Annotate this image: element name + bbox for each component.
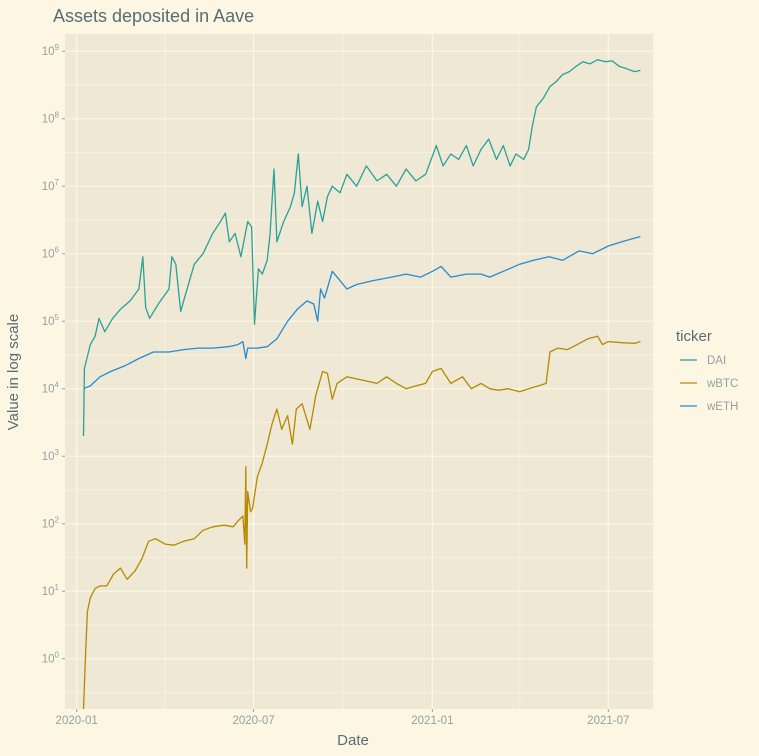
x-tick-label: 2021-01 <box>411 715 453 727</box>
series-layer <box>82 59 641 710</box>
y-tick-label: 107 <box>42 178 60 193</box>
legend: ticker DAI wBTC wETH <box>676 328 738 413</box>
legend-title: ticker <box>676 328 712 345</box>
y-tick-label: 108 <box>42 111 60 126</box>
y-tick-label: 105 <box>42 313 60 328</box>
series-line-dai <box>82 59 641 436</box>
chart-title: Assets deposited in Aave <box>53 6 254 26</box>
legend-label: wETH <box>706 401 738 413</box>
legend-label: DAI <box>707 355 726 367</box>
y-tick-label: 103 <box>42 448 60 463</box>
plot-panel <box>65 34 653 709</box>
series-line-wbtc <box>82 335 641 710</box>
y-tick-label: 102 <box>42 516 60 531</box>
y-axis-title: Value in log scale <box>5 314 22 430</box>
y-tick-label: 101 <box>42 583 60 598</box>
y-tick-label: 109 <box>42 43 60 58</box>
grid-major <box>65 34 653 709</box>
x-tick-label: 2020-07 <box>232 715 274 727</box>
series-line-weth <box>83 235 641 390</box>
legend-label: wBTC <box>706 378 738 390</box>
y-tick-label: 104 <box>42 381 60 396</box>
y-axis: 100 101 102 103 104 105 106 107 108 109 <box>42 43 65 666</box>
x-tick-label: 2020-01 <box>56 715 98 727</box>
x-tick-label: 2021-07 <box>587 715 629 727</box>
y-tick-label: 106 <box>42 246 60 261</box>
grid-minor <box>65 34 653 709</box>
x-axis: 2020-01 2020-07 2021-01 2021-07 <box>56 709 629 727</box>
x-axis-title: Date <box>337 732 369 749</box>
y-tick-label: 100 <box>42 651 60 666</box>
